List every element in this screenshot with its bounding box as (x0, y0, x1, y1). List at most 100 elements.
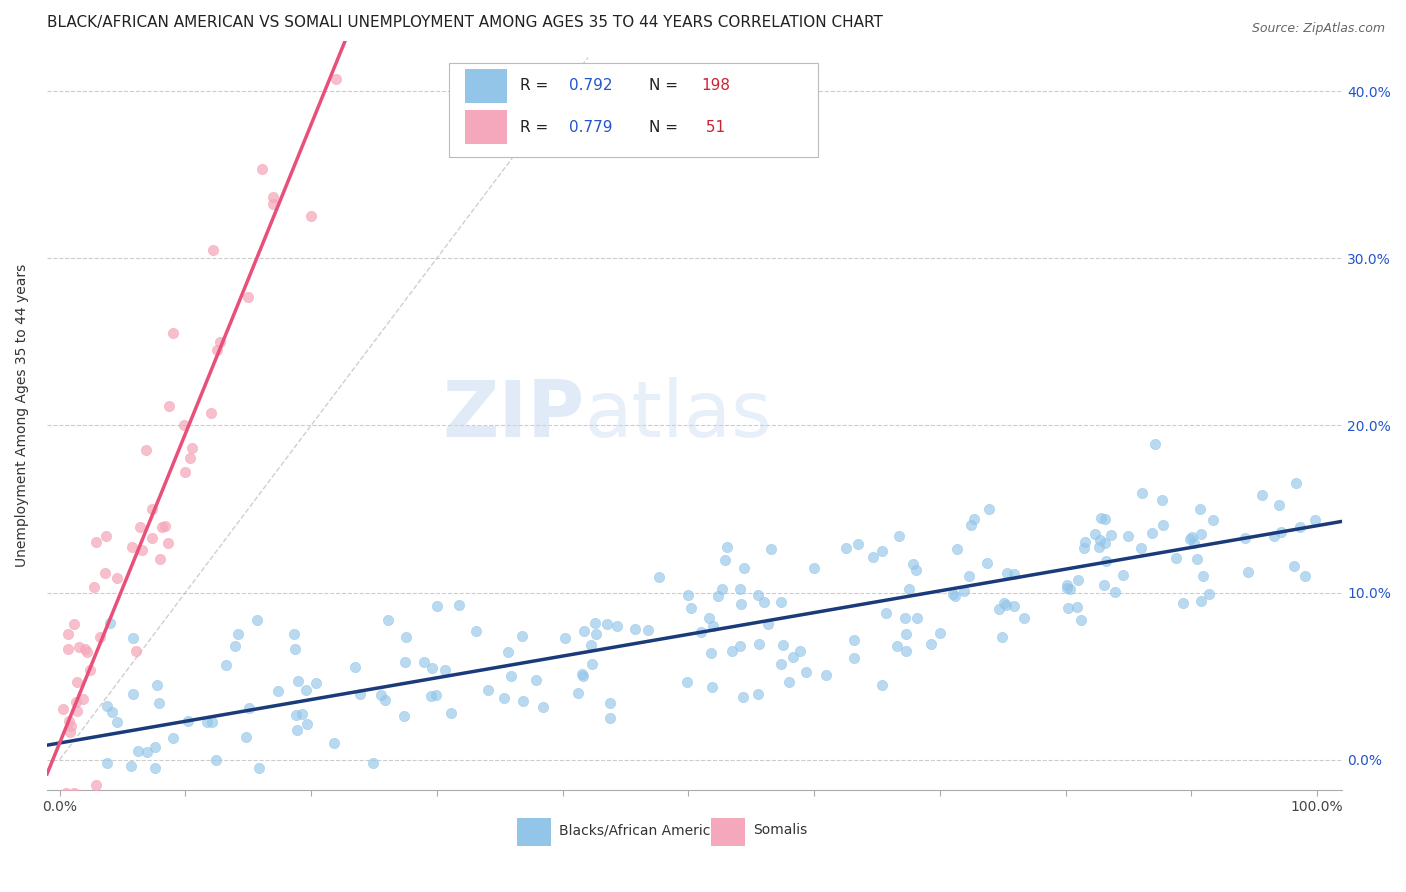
Point (702, 680, 724, 694)
Point (710, 582, 733, 596)
Point (1094, 512, 1116, 526)
Point (991, 630, 1014, 644)
Point (94, 529, 117, 543)
Point (993, 596, 1015, 610)
Point (205, 754, 228, 768)
Point (135, 442, 157, 457)
Point (929, 626, 952, 640)
Point (305, 676, 328, 690)
Point (200, 406, 222, 420)
Point (447, 598, 470, 612)
Point (1002, 566, 1025, 581)
Point (599, 696, 621, 710)
Point (637, 623, 659, 637)
Point (1004, 599, 1026, 614)
Point (101, 705, 124, 719)
Point (512, 694, 534, 708)
Point (250, 162, 273, 177)
Point (803, 561, 825, 575)
Point (67, 640, 90, 654)
Point (714, 553, 737, 567)
Point (464, 624, 486, 639)
Point (524, 673, 547, 687)
Point (157, 399, 180, 413)
Point (942, 587, 965, 601)
FancyBboxPatch shape (449, 63, 818, 157)
Point (224, 639, 246, 653)
Point (105, 571, 128, 585)
Point (94, 566, 117, 581)
Point (150, 520, 173, 534)
Point (76, 645, 98, 659)
Point (905, 563, 928, 577)
Point (195, 714, 218, 729)
Point (1111, 568, 1133, 582)
Point (1182, 536, 1205, 550)
Point (733, 560, 755, 574)
Point (1066, 599, 1088, 614)
Point (247, 761, 270, 775)
Point (702, 618, 724, 632)
Point (283, 627, 305, 641)
Point (141, 502, 163, 516)
Point (747, 588, 769, 602)
Point (1198, 587, 1220, 601)
Point (146, 678, 169, 692)
Point (875, 606, 897, 620)
Point (83, 580, 105, 594)
Point (835, 541, 858, 555)
Point (987, 602, 1010, 616)
Point (976, 556, 998, 570)
Point (131, 543, 153, 558)
Point (143, 739, 166, 754)
Point (122, 632, 145, 646)
Point (903, 558, 925, 572)
Point (343, 659, 366, 673)
Point (1251, 488, 1274, 502)
Point (679, 601, 702, 615)
Point (894, 611, 917, 625)
Point (730, 597, 752, 611)
FancyBboxPatch shape (711, 818, 745, 846)
Point (65, 704, 87, 718)
Point (1084, 526, 1107, 541)
Point (1164, 550, 1187, 565)
Point (72, 691, 94, 706)
Point (1171, 596, 1194, 610)
Text: Somalis: Somalis (754, 823, 807, 838)
FancyBboxPatch shape (465, 69, 506, 103)
Point (995, 599, 1018, 613)
Point (1236, 566, 1258, 580)
Point (426, 599, 449, 614)
Point (1233, 531, 1256, 545)
Point (127, 743, 149, 757)
Point (1143, 437, 1166, 451)
Text: BLACK/AFRICAN AMERICAN VS SOMALI UNEMPLOYMENT AMONG AGES 35 TO 44 YEARS CORRELAT: BLACK/AFRICAN AMERICAN VS SOMALI UNEMPLO… (46, 15, 883, 30)
Point (957, 568, 980, 582)
Point (761, 542, 783, 557)
Point (143, 761, 166, 775)
Point (1152, 492, 1174, 507)
Y-axis label: Unemployment Among Ages 35 to 44 years: Unemployment Among Ages 35 to 44 years (15, 264, 30, 567)
Point (1094, 536, 1116, 550)
Point (728, 640, 751, 654)
Point (748, 636, 770, 650)
Point (770, 657, 793, 672)
Text: 51: 51 (702, 120, 725, 135)
Text: Source: ZipAtlas.com: Source: ZipAtlas.com (1251, 22, 1385, 36)
Point (624, 622, 647, 636)
Point (395, 630, 418, 644)
Point (886, 639, 908, 653)
Point (125, 644, 148, 658)
Point (571, 667, 593, 681)
Point (1099, 528, 1122, 542)
Point (1192, 568, 1215, 582)
Point (79, 664, 101, 678)
Point (73, 642, 96, 657)
Point (96, 699, 118, 714)
Point (574, 624, 596, 638)
Point (789, 644, 811, 658)
Point (731, 690, 754, 704)
Point (572, 669, 595, 683)
Point (1056, 578, 1078, 592)
